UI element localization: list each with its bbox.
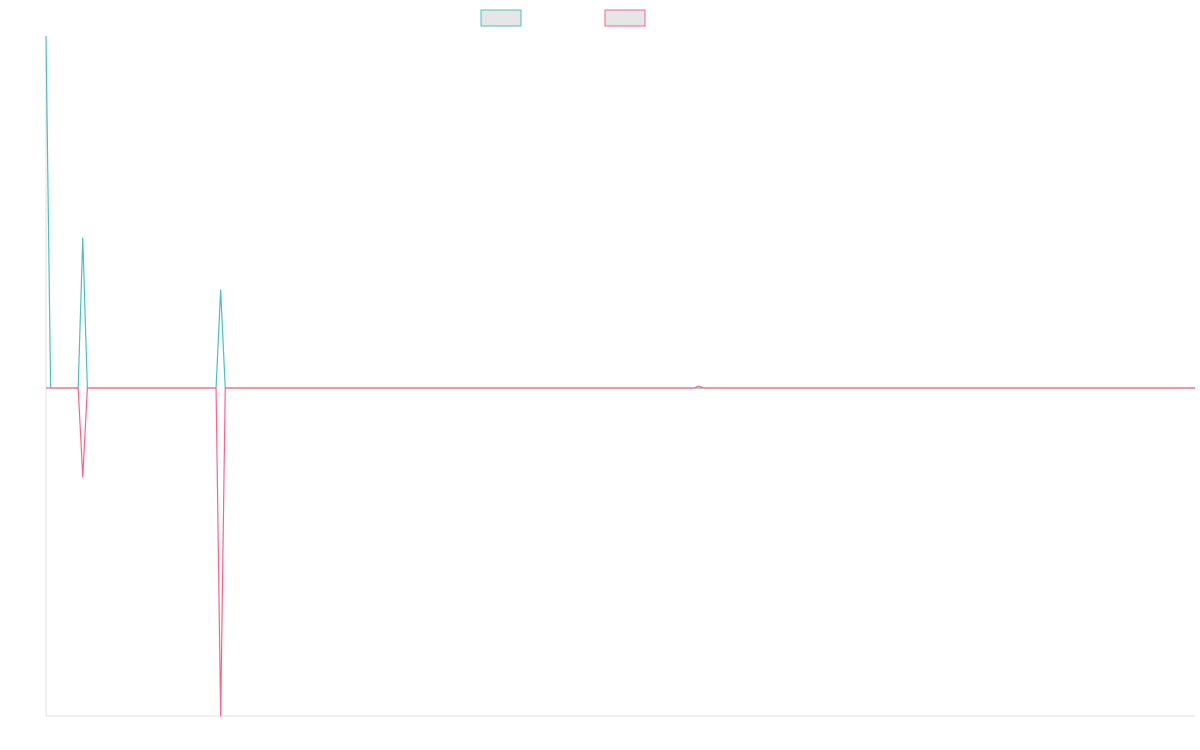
legend-swatch[interactable] [604,9,646,27]
series-line [46,385,1195,717]
legend-swatch[interactable] [480,9,522,27]
series-line [45,35,1195,389]
